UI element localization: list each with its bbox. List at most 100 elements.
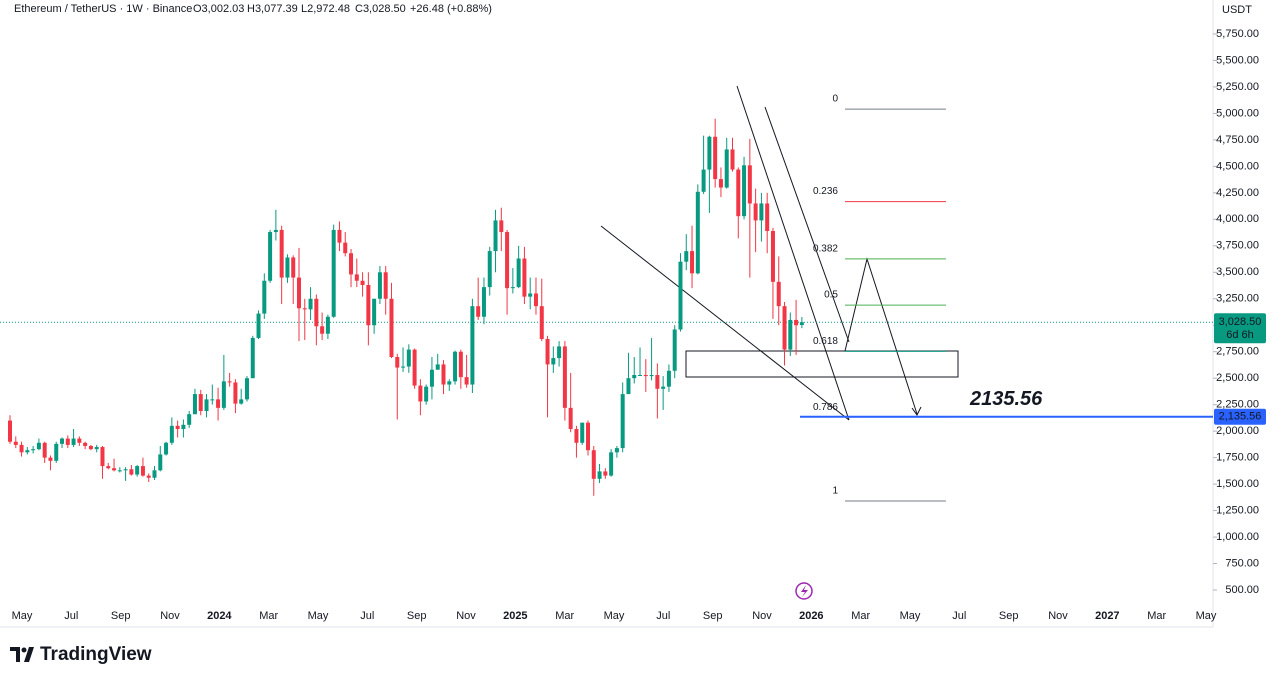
candle-body [522, 258, 527, 297]
y-tick-label: 5,000.00 [1216, 107, 1259, 119]
x-tick-label: Jul [952, 610, 966, 622]
x-tick-label: Jul [656, 610, 670, 622]
candle-body [545, 339, 550, 365]
y-tick-label: 1,000.00 [1216, 531, 1259, 543]
candle-body [597, 471, 602, 479]
x-tick-label: Nov [456, 610, 476, 622]
candle-body [516, 258, 521, 288]
candle-body [568, 407, 573, 430]
candle-body [713, 136, 718, 180]
x-tick-label: May [308, 610, 329, 622]
candle-body [135, 466, 140, 475]
candle-body [614, 448, 619, 453]
candle-body [250, 337, 255, 379]
candle-body [759, 203, 764, 221]
candle-body [695, 191, 700, 274]
candle-body [447, 381, 452, 385]
y-tick-label: 4,500.00 [1216, 160, 1259, 172]
y-tick-label: 5,750.00 [1216, 28, 1259, 40]
x-tick-label: 2026 [799, 610, 823, 622]
candle-body [349, 253, 354, 275]
y-tick-label: 5,250.00 [1216, 81, 1259, 93]
candle-body [799, 322, 804, 326]
candle-body [580, 422, 585, 443]
candle-body [88, 445, 93, 450]
candle-body [481, 287, 486, 317]
candle-body [528, 293, 533, 297]
fib-label: 0.786 [813, 402, 838, 413]
candle-body [297, 277, 301, 309]
candle-body [551, 358, 556, 365]
candle-body [291, 257, 296, 278]
candle-body [227, 381, 232, 383]
candle-body [788, 319, 793, 350]
candle-body [60, 438, 65, 444]
candle-body [19, 444, 24, 453]
candle-body [158, 454, 163, 471]
candle-body [192, 394, 197, 415]
candle-body [337, 229, 342, 243]
x-tick-label: Mar [1147, 610, 1166, 622]
candle-body [412, 349, 417, 386]
y-tick-label: 1,500.00 [1216, 478, 1259, 490]
trend-line [600, 225, 850, 421]
x-tick-label: 2027 [1095, 610, 1119, 622]
candle-body [395, 357, 400, 368]
candle-body [776, 281, 781, 307]
candle-body [314, 298, 319, 327]
fib-label: 1 [832, 486, 838, 497]
target-tag-label: 2,135.56 [1219, 411, 1262, 423]
candle-body [609, 452, 614, 476]
y-tick-label: 1,750.00 [1216, 452, 1259, 464]
candle-body [31, 449, 36, 451]
candle-body [464, 377, 469, 385]
x-tick-label: Sep [111, 610, 131, 622]
candle-body [36, 442, 41, 450]
lightning-icon[interactable] [795, 582, 813, 600]
candle-body [742, 165, 747, 217]
candle-body [718, 179, 723, 188]
candle-body [71, 438, 76, 445]
candle-body [562, 346, 567, 408]
drawings [600, 85, 959, 421]
candle-body [308, 298, 313, 310]
candle-body [690, 251, 695, 274]
x-tick-label: May [900, 610, 921, 622]
candle-body [574, 429, 579, 443]
x-tick-label: Sep [703, 610, 723, 622]
candle-body [499, 220, 504, 233]
x-tick-label: Nov [752, 610, 772, 622]
candle-body [320, 326, 325, 334]
arrow-head [911, 406, 922, 416]
candle-body [256, 313, 261, 338]
candle-body [626, 378, 631, 395]
candle-body [487, 251, 492, 288]
candle-body [638, 375, 643, 377]
candle-body [169, 425, 174, 443]
logo-dot [21, 647, 27, 653]
candle-body [510, 287, 515, 289]
candle-body [770, 230, 775, 282]
fib-label: 0.236 [813, 186, 838, 197]
candle-body [649, 375, 654, 377]
candle-body [198, 394, 203, 412]
candle-body [325, 316, 330, 334]
candle-body [354, 274, 359, 281]
candle-body [187, 414, 192, 425]
countdown: 6d 6h [1226, 329, 1254, 341]
candle-body [533, 293, 538, 307]
y-tick-label: 3,750.00 [1216, 240, 1259, 252]
candle-body [586, 422, 590, 451]
candle-body [539, 306, 544, 340]
x-tick-label: Mar [555, 610, 574, 622]
candle-body [366, 284, 371, 326]
y-tick-label: 3,500.00 [1216, 266, 1259, 278]
candle-body [736, 169, 741, 217]
x-tick-label: Jul [64, 610, 78, 622]
candle-body [268, 232, 273, 281]
logo: TradingView [10, 644, 152, 665]
y-tick-label: 2,000.00 [1216, 425, 1259, 437]
candle-body [655, 375, 660, 389]
candle-body [505, 232, 510, 289]
